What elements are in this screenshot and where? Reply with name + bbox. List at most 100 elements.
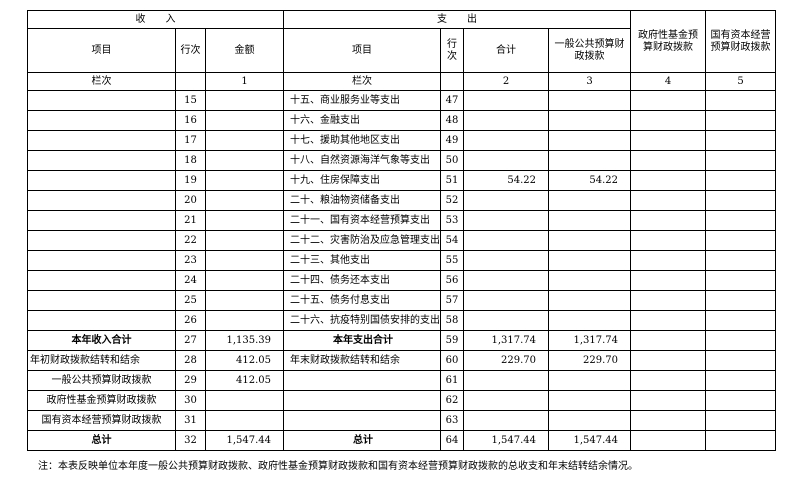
- table-cell: [463, 270, 550, 291]
- table-cell: [548, 270, 632, 291]
- column-index: 5: [705, 72, 777, 91]
- table-row: 23 二十三、其他支出 55: [27, 250, 777, 271]
- table-cell: [204, 90, 285, 111]
- table-cell: 54: [440, 230, 465, 251]
- table-cell: [705, 190, 777, 211]
- table-row: 总计 32 1,547.44 总计 64 1,547.44 1,547.44: [27, 430, 777, 451]
- table-cell: 十九、住房保障支出: [283, 170, 442, 191]
- table-cell: [548, 310, 632, 331]
- table-cell: 1,317.74: [463, 330, 550, 351]
- table-cell: [705, 250, 777, 271]
- table-cell: 十五、商业服务业等支出: [283, 90, 442, 111]
- table-cell: [630, 350, 707, 371]
- table-cell: 总计: [27, 430, 176, 451]
- table-cell: 50: [440, 150, 465, 171]
- table-cell: 57: [440, 290, 465, 311]
- table-row: 政府性基金预算财政拨款 30 62: [27, 390, 777, 411]
- table-cell: 229.70: [463, 350, 550, 371]
- table-cell: [463, 210, 550, 231]
- table-row: 26 二十六、抗疫特别国债安排的支出 58: [27, 310, 777, 331]
- table-cell: 22: [175, 230, 206, 251]
- table-cell: 53: [440, 210, 465, 231]
- table-cell: 49: [440, 130, 465, 151]
- table-cell: 24: [175, 270, 206, 291]
- table-cell: [630, 110, 707, 131]
- table-cell: 19: [175, 170, 206, 191]
- table-cell: 63: [440, 410, 465, 431]
- note: 注：本表反映单位本年度一般公共预算财政拨款、政府性基金预算财政拨款和国有资本经营…: [38, 461, 638, 472]
- table-cell: 总计: [283, 430, 442, 451]
- table-row: 25 二十五、债务付息支出 57: [27, 290, 777, 311]
- table-cell: 1,547.44: [463, 430, 550, 451]
- table-cell: 32: [175, 430, 206, 451]
- table-cell: 412.05: [204, 370, 285, 391]
- table-cell: [630, 90, 707, 111]
- table-cell: [204, 250, 285, 271]
- table-cell: [27, 150, 176, 171]
- table-row: 16 十六、金融支出 48: [27, 110, 777, 131]
- table-cell: [27, 230, 176, 251]
- table-cell: [630, 250, 707, 271]
- column-header: 行次: [440, 28, 465, 73]
- table-cell: [705, 310, 777, 331]
- table-body: 15 十五、商业服务业等支出 47 16 十六、金融支出 48 17 十七、援助其他地区支出 4…: [27, 90, 777, 451]
- table-cell: [705, 130, 777, 151]
- table-cell: [705, 230, 777, 251]
- table-cell: [630, 150, 707, 171]
- table-row: 21 二十一、国有资本经营预算支出 53: [27, 210, 777, 231]
- table-cell: [463, 290, 550, 311]
- table-cell: 23: [175, 250, 206, 271]
- table-cell: [705, 290, 777, 311]
- table-cell: [630, 210, 707, 231]
- table-cell: [463, 90, 550, 111]
- table-cell: 47: [440, 90, 465, 111]
- table-cell: [548, 130, 632, 151]
- table-cell: [204, 170, 285, 191]
- table-cell: [27, 190, 176, 211]
- table-cell: [705, 170, 777, 191]
- table-cell: [705, 90, 777, 111]
- table-cell: 15: [175, 90, 206, 111]
- table-cell: [548, 210, 632, 231]
- column-header: 项目: [27, 28, 176, 73]
- table-cell: [630, 330, 707, 351]
- table-cell: 十六、金融支出: [283, 110, 442, 131]
- column-header: 项目: [283, 28, 442, 73]
- table-cell: 一般公共预算财政拨款: [27, 370, 176, 391]
- table-cell: [204, 150, 285, 171]
- table-cell: 十八、自然资源海洋气象等支出: [283, 150, 442, 171]
- table-cell: 28: [175, 350, 206, 371]
- table-cell: [630, 230, 707, 251]
- column-index: 栏次: [283, 72, 442, 91]
- table-cell: [705, 430, 777, 451]
- column-header: 合计: [463, 28, 550, 73]
- table-cell: [548, 110, 632, 131]
- budget-table: 收 入 支 出 政府性基金预算财政拨款 国有资本经营预算财政拨款 项目 行次 金额项…: [26, 10, 777, 451]
- table-cell: 十七、援助其他地区支出: [283, 130, 442, 151]
- table-cell: [705, 390, 777, 411]
- table-cell: 62: [440, 390, 465, 411]
- table-cell: 412.05: [204, 350, 285, 371]
- table-cell: [705, 210, 777, 231]
- table-cell: [27, 210, 176, 231]
- column-header: 一般公共预算财政拨款: [548, 28, 632, 73]
- table-cell: [27, 130, 176, 151]
- table-cell: [463, 410, 550, 431]
- table-row: 一般公共预算财政拨款 29 412.05 61: [27, 370, 777, 391]
- table-cell: [630, 130, 707, 151]
- table-cell: 本年收入合计: [27, 330, 176, 351]
- table-cell: 61: [440, 370, 465, 391]
- table-cell: [630, 190, 707, 211]
- table-cell: [27, 270, 176, 291]
- column-index: 2: [463, 72, 550, 91]
- table-cell: 17: [175, 130, 206, 151]
- table-cell: 29: [175, 370, 206, 391]
- income-header: 收 入: [26, 10, 285, 29]
- table-cell: 18: [175, 150, 206, 171]
- table-cell: [27, 90, 176, 111]
- table-row: 20 二十、粮油物资储备支出 52: [27, 190, 777, 211]
- table-cell: 二十五、债务付息支出: [283, 290, 442, 311]
- table-cell: [204, 290, 285, 311]
- table-cell: 25: [175, 290, 206, 311]
- table-cell: [630, 290, 707, 311]
